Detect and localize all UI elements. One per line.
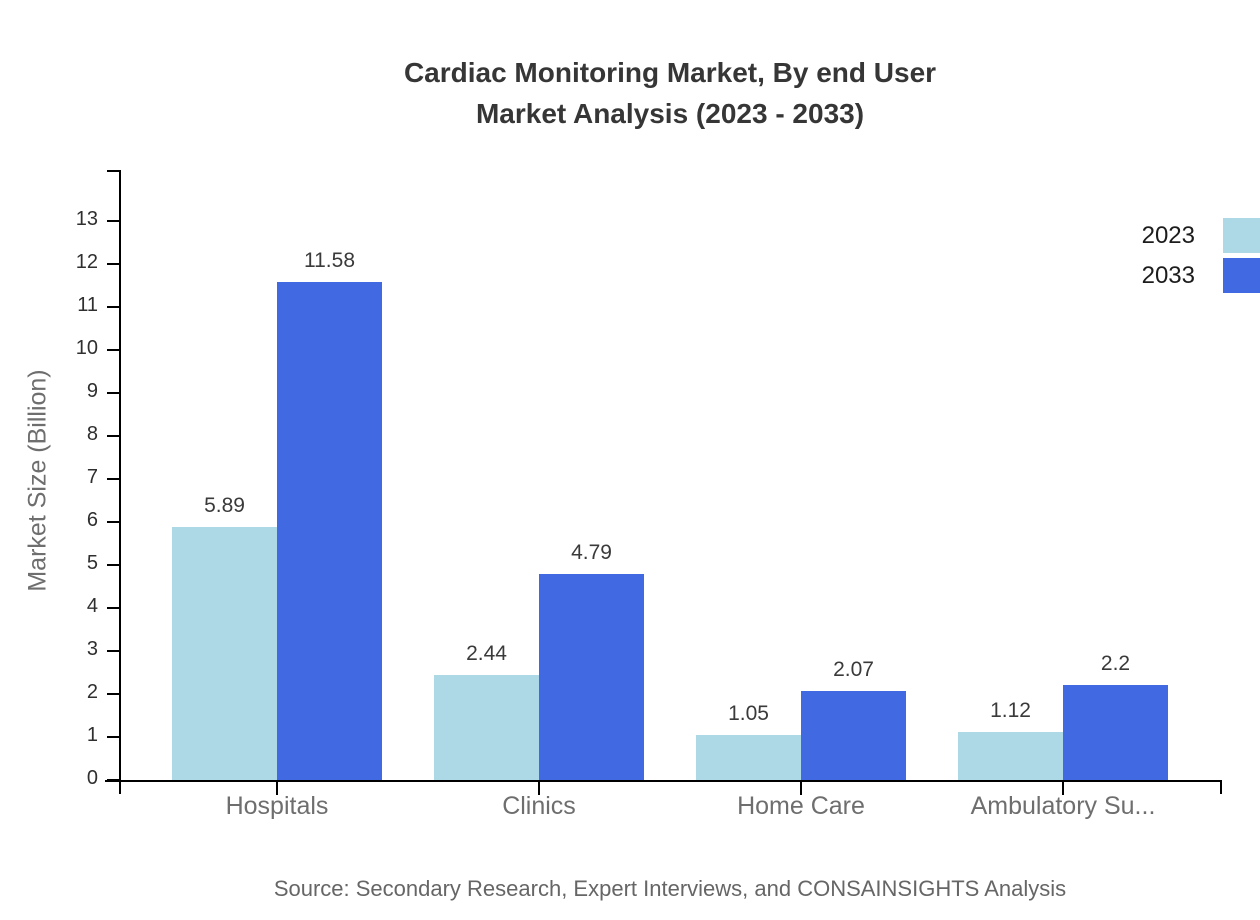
y-tick — [107, 521, 119, 523]
x-tick — [1062, 782, 1064, 795]
category-label: Home Care — [737, 792, 865, 820]
bar-value-label: 2.44 — [466, 642, 507, 665]
y-tick — [107, 392, 119, 394]
y-tick — [107, 478, 119, 480]
legend-item-2033: 2033 — [1142, 258, 1260, 293]
bar-2033-home-care — [801, 691, 906, 780]
bar-2023-hospitals — [172, 527, 277, 780]
source-note: Source: Secondary Research, Expert Inter… — [273, 876, 1067, 901]
y-tick-label: 11 — [77, 294, 98, 316]
chart-title-line1: Cardiac Monitoring Market, By end User — [403, 57, 937, 88]
legend-label: 2033 — [1141, 261, 1195, 289]
legend: 2023 2033 — [1142, 218, 1260, 293]
y-tick — [107, 564, 119, 566]
bar-2023-ambulatory-su- — [958, 732, 1063, 780]
y-tick-label: 5 — [86, 552, 98, 574]
legend-swatch — [1223, 258, 1260, 293]
legend-item-2023: 2023 — [1142, 218, 1260, 253]
y-tick-label: 12 — [75, 251, 98, 273]
bar-value-label: 1.05 — [728, 702, 769, 725]
y-tick-label: 13 — [75, 208, 98, 230]
x-tick — [276, 782, 278, 795]
x-axis-end-cap — [1220, 782, 1222, 794]
y-tick-label: 3 — [86, 638, 98, 660]
y-tick-label: 6 — [86, 509, 98, 531]
legend-swatch — [1223, 218, 1260, 253]
bar-2023-home-care — [696, 735, 801, 780]
y-tick — [107, 435, 119, 437]
chart-title-line2: Market Analysis (2023 - 2033) — [475, 98, 865, 129]
y-tick — [107, 306, 119, 308]
category-label: Clinics — [502, 792, 576, 820]
bar-value-label: 2.2 — [1100, 652, 1131, 675]
y-tick — [107, 263, 119, 265]
y-tick — [107, 349, 119, 351]
y-tick-label: 8 — [86, 423, 98, 445]
legend-label: 2023 — [1141, 221, 1195, 249]
category-label: Ambulatory Su... — [970, 792, 1156, 820]
bar-2023-clinics — [434, 675, 539, 780]
y-tick — [107, 650, 119, 652]
y-tick-label: 10 — [75, 337, 98, 359]
y-tick — [107, 607, 119, 609]
bar-value-label: 5.89 — [204, 494, 245, 517]
bar-value-label: 4.79 — [571, 541, 612, 564]
bar-2033-hospitals — [277, 282, 382, 780]
y-tick-label: 7 — [86, 466, 98, 488]
y-tick — [107, 779, 119, 781]
chart-title: Cardiac Monitoring Market, By end User M… — [0, 52, 1260, 134]
y-tick — [107, 220, 119, 222]
y-axis-top-cap — [107, 170, 121, 172]
bar-2033-clinics — [539, 574, 644, 780]
y-tick-label: 4 — [86, 595, 98, 617]
y-tick — [107, 736, 119, 738]
x-tick — [800, 782, 802, 795]
bar-value-label: 11.58 — [304, 249, 355, 272]
y-tick-label: 9 — [86, 380, 98, 402]
y-tick-label: 2 — [86, 681, 98, 703]
category-label: Hospitals — [225, 792, 329, 820]
y-tick-label: 0 — [86, 767, 98, 789]
bar-2033-ambulatory-su- — [1063, 685, 1168, 780]
y-tick — [107, 693, 119, 695]
y-tick-label: 1 — [86, 724, 98, 746]
x-axis-line — [105, 780, 1222, 782]
bar-value-label: 2.07 — [833, 658, 874, 681]
x-tick — [538, 782, 540, 795]
y-axis-line — [119, 170, 121, 794]
bar-value-label: 1.12 — [990, 699, 1031, 722]
